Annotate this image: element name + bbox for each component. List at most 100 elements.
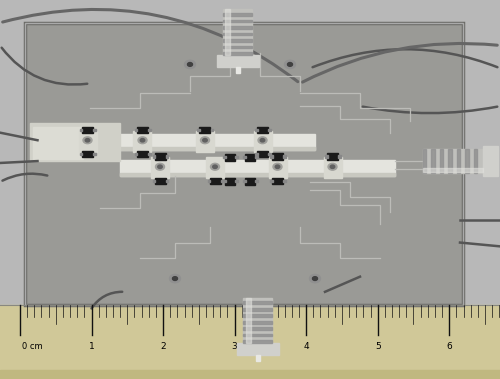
Bar (137, 127, 148, 133)
Bar (223, 180, 226, 182)
Bar (210, 129, 213, 131)
Bar (223, 39, 252, 42)
Ellipse shape (203, 139, 207, 142)
Bar (245, 178, 255, 185)
Bar (151, 157, 169, 178)
Ellipse shape (284, 60, 296, 69)
Bar (210, 178, 220, 184)
Ellipse shape (140, 139, 145, 142)
Text: 2: 2 (160, 342, 166, 351)
Text: 3: 3 (232, 342, 237, 351)
Bar (30, 123, 120, 161)
Bar (225, 154, 235, 161)
Bar (135, 153, 138, 155)
Bar (166, 155, 168, 158)
Bar (223, 156, 226, 158)
Bar (272, 178, 283, 184)
Bar (40, 147, 315, 150)
Bar (208, 180, 210, 182)
Bar (268, 129, 270, 131)
Ellipse shape (184, 60, 196, 69)
Bar (225, 178, 235, 185)
Bar (431, 149, 434, 174)
Bar (270, 180, 272, 182)
Bar (120, 173, 395, 176)
Ellipse shape (158, 165, 162, 168)
Ellipse shape (273, 163, 282, 170)
Bar (422, 149, 482, 174)
Bar (254, 131, 272, 152)
Bar (196, 131, 214, 152)
Bar (25, 23, 462, 305)
Ellipse shape (330, 165, 335, 168)
Ellipse shape (83, 137, 92, 144)
Bar (152, 180, 155, 182)
Bar (135, 129, 138, 131)
Ellipse shape (188, 63, 192, 66)
Ellipse shape (288, 63, 292, 66)
Bar (272, 153, 283, 160)
Bar (137, 151, 148, 157)
Text: 4: 4 (304, 342, 309, 351)
Bar (236, 343, 279, 355)
Bar (243, 321, 272, 324)
Bar (206, 157, 224, 178)
Bar (256, 355, 260, 361)
Bar (223, 20, 252, 22)
Bar (223, 46, 252, 49)
Bar (82, 127, 93, 133)
Bar (152, 155, 155, 158)
Bar (440, 149, 443, 174)
Bar (245, 154, 255, 161)
Bar (32, 127, 82, 159)
Ellipse shape (156, 163, 164, 170)
Bar (198, 129, 200, 131)
Bar (93, 129, 96, 131)
Bar (243, 334, 272, 337)
Bar (220, 180, 223, 182)
Bar (25, 23, 462, 305)
Bar (243, 180, 246, 182)
Bar (243, 315, 272, 317)
Ellipse shape (312, 277, 318, 280)
Bar (255, 153, 258, 155)
Ellipse shape (275, 165, 280, 168)
Bar (166, 180, 168, 182)
Ellipse shape (210, 163, 220, 170)
Bar (422, 149, 426, 174)
Ellipse shape (310, 274, 320, 283)
Bar (223, 13, 252, 16)
Bar (327, 153, 338, 160)
Bar (226, 9, 230, 55)
Bar (40, 134, 315, 150)
Bar (80, 129, 82, 131)
Ellipse shape (258, 137, 267, 144)
Bar (236, 67, 240, 73)
Bar (154, 178, 166, 184)
Bar (422, 168, 482, 172)
Bar (257, 127, 268, 133)
Bar (457, 149, 460, 174)
Bar (246, 298, 250, 343)
Bar (243, 301, 272, 304)
Ellipse shape (170, 274, 180, 283)
Bar (243, 308, 272, 310)
Ellipse shape (213, 165, 217, 168)
Ellipse shape (85, 139, 90, 142)
Bar (148, 129, 150, 131)
Ellipse shape (138, 137, 147, 144)
Bar (78, 131, 96, 152)
Bar (223, 52, 252, 55)
Bar (93, 153, 96, 155)
Bar (482, 146, 498, 176)
Bar (324, 157, 342, 178)
Bar (235, 180, 238, 182)
Bar (223, 27, 252, 29)
Bar (148, 153, 150, 155)
Bar (235, 156, 238, 158)
Bar (243, 298, 272, 343)
Bar (270, 155, 272, 158)
Bar (283, 180, 286, 182)
Bar (223, 33, 252, 36)
Bar (466, 149, 469, 174)
